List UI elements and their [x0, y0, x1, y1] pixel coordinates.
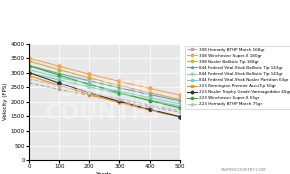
223 Winchester Super-X 55gr [178, 107, 182, 109]
308 Hornady BTHP Match 168gr [57, 88, 61, 90]
308 Winchester Super-X 180gr [88, 73, 91, 75]
308 Hornady BTHP Match 168gr [27, 82, 31, 84]
223 Hornady BTHP Match 75gr [118, 98, 121, 100]
Text: SNIPER
COUNTRY: SNIPER COUNTRY [45, 80, 164, 123]
844 Federal Vital-Shok Ballistic Tip 143gr [27, 69, 31, 71]
844 Federal Vital-Shok Ballistic Tip 143gr [118, 87, 121, 89]
223 Remington Premier AccuTip 50gr [178, 116, 182, 118]
844 Federal Vital-Shok Ballistic Tip 143gr [178, 103, 182, 105]
223 Winchester Super-X 55gr [148, 100, 151, 102]
X-axis label: Yards: Yards [96, 172, 113, 174]
844 Federal Vital-Shok Nosler Partition 64gr [178, 105, 182, 107]
Line: 223 Winchester Super-X 55gr: 223 Winchester Super-X 55gr [28, 64, 181, 109]
223 Nosler Trophy Grade Varmageddon 40gr [178, 116, 182, 118]
Line: 223 Hornady BTHP Match 75gr: 223 Hornady BTHP Match 75gr [28, 77, 181, 112]
844 Federal Vital-Shok Nosler Partition 64gr [27, 72, 31, 74]
844 Federal Vital-Shok Ballistic Tip 143gr [88, 84, 91, 86]
308 Winchester Super-X 180gr [57, 65, 61, 67]
844 Federal Vital-Shok Ballistic Tip 143gr [88, 80, 91, 82]
308 Winchester Super-X 180gr [178, 94, 182, 96]
223 Hornady BTHP Match 75gr [57, 85, 61, 87]
308 Hornady BTHP Match 168gr [148, 106, 151, 108]
844 Federal Vital-Shok Ballistic Tip 143gr [27, 65, 31, 67]
Line: 844 Federal Vital-Shok Ballistic Tip 143gr: 844 Federal Vital-Shok Ballistic Tip 143… [28, 64, 181, 102]
308 Nosler Ballistic Tip 168gr [178, 98, 182, 101]
844 Federal Vital-Shok Ballistic Tip 143gr [118, 90, 121, 92]
Line: 308 Nosler Ballistic Tip 168gr: 308 Nosler Ballistic Tip 168gr [28, 60, 181, 101]
223 Nosler Trophy Grade Varmageddon 40gr [118, 100, 121, 102]
223 Remington Premier AccuTip 50gr [148, 109, 151, 111]
844 Federal Vital-Shok Ballistic Tip 143gr [57, 73, 61, 75]
844 Federal Vital-Shok Nosler Partition 64gr [88, 86, 91, 88]
223 Remington Premier AccuTip 50gr [88, 93, 91, 96]
308 Hornady BTHP Match 168gr [88, 94, 91, 96]
308 Winchester Super-X 180gr [118, 80, 121, 82]
223 Hornady BTHP Match 75gr [178, 109, 182, 112]
223 Hornady BTHP Match 75gr [148, 104, 151, 106]
308 Winchester Super-X 180gr [148, 87, 151, 89]
308 Nosler Ballistic Tip 168gr [118, 84, 121, 86]
844 Federal Vital-Shok Nosler Partition 64gr [118, 93, 121, 95]
223 Nosler Trophy Grade Varmageddon 40gr [148, 108, 151, 110]
308 Nosler Ballistic Tip 168gr [88, 77, 91, 79]
308 Nosler Ballistic Tip 168gr [148, 92, 151, 94]
223 Winchester Super-X 55gr [57, 74, 61, 76]
223 Hornady BTHP Match 75gr [88, 91, 91, 93]
Text: SNIPERCOUNTRY.COM: SNIPERCOUNTRY.COM [221, 168, 267, 172]
223 Hornady BTHP Match 75gr [27, 78, 31, 80]
Line: 223 Remington Premier AccuTip 50gr: 223 Remington Premier AccuTip 50gr [28, 74, 181, 118]
223 Nosler Trophy Grade Varmageddon 40gr [27, 72, 31, 74]
844 Federal Vital-Shok Nosler Partition 64gr [148, 99, 151, 101]
223 Remington Premier AccuTip 50gr [118, 102, 121, 104]
308 Hornady BTHP Match 168gr [178, 111, 182, 113]
Line: 308 Winchester Super-X 180gr: 308 Winchester Super-X 180gr [28, 57, 181, 96]
844 Federal Vital-Shok Ballistic Tip 143gr [57, 76, 61, 78]
Line: 844 Federal Vital-Shok Ballistic Tip 143gr: 844 Federal Vital-Shok Ballistic Tip 143… [28, 68, 181, 105]
223 Nosler Trophy Grade Varmageddon 40gr [88, 92, 91, 94]
Line: 223 Nosler Trophy Grade Varmageddon 40gr: 223 Nosler Trophy Grade Varmageddon 40gr [28, 71, 181, 118]
844 Federal Vital-Shok Ballistic Tip 143gr [148, 97, 151, 99]
Legend: 308 Hornady BTHP Match 168gr, 308 Winchester Super-X 180gr, 308 Nosler Ballistic: 308 Hornady BTHP Match 168gr, 308 Winche… [185, 46, 290, 109]
Text: BULLET VELOCITY: BULLET VELOCITY [55, 10, 235, 28]
844 Federal Vital-Shok Ballistic Tip 143gr [178, 100, 182, 102]
223 Remington Premier AccuTip 50gr [27, 74, 31, 77]
308 Hornady BTHP Match 168gr [118, 100, 121, 102]
223 Nosler Trophy Grade Varmageddon 40gr [57, 82, 61, 84]
Line: 844 Federal Vital-Shok Nosler Partition 64gr: 844 Federal Vital-Shok Nosler Partition … [28, 71, 181, 108]
223 Winchester Super-X 55gr [27, 65, 31, 67]
308 Nosler Ballistic Tip 168gr [27, 60, 31, 62]
844 Federal Vital-Shok Nosler Partition 64gr [57, 79, 61, 81]
308 Nosler Ballistic Tip 168gr [57, 69, 61, 71]
223 Winchester Super-X 55gr [118, 92, 121, 94]
844 Federal Vital-Shok Ballistic Tip 143gr [148, 93, 151, 96]
308 Winchester Super-X 180gr [27, 57, 31, 59]
Y-axis label: Velocity (FPS): Velocity (FPS) [3, 83, 8, 120]
223 Winchester Super-X 55gr [88, 83, 91, 85]
Line: 308 Hornady BTHP Match 168gr: 308 Hornady BTHP Match 168gr [28, 81, 181, 113]
223 Remington Premier AccuTip 50gr [57, 84, 61, 86]
